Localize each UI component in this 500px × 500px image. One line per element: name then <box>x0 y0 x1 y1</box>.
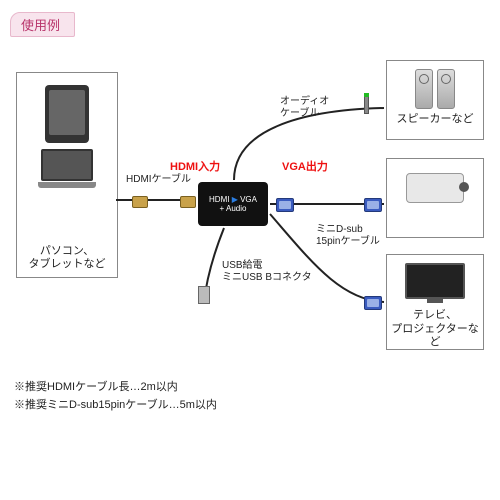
speaker-label: スピーカーなど <box>397 113 474 126</box>
audio-jack <box>364 96 369 114</box>
laptop-icon <box>38 149 96 185</box>
source-label: パソコン、 タブレットなど <box>29 245 106 271</box>
speaker-box: スピーカーなど <box>386 60 484 140</box>
hdmi-in-label: HDMI入力 <box>170 158 220 174</box>
converter-box: HDMI ▶ VGA + Audio <box>198 182 268 226</box>
vga-plug-b <box>364 198 382 212</box>
speakers-icon <box>415 69 455 109</box>
hdmi-cable-label: HDMIケーブル <box>126 174 191 186</box>
vga-plug-a <box>276 198 294 212</box>
note-1: ※推奨HDMIケーブル長…2m以内 <box>14 378 178 394</box>
hdmi-plug-left <box>132 196 148 208</box>
hdmi-plug-right <box>180 196 196 208</box>
tv-box: テレビ、 プロジェクターなど <box>386 254 484 350</box>
usage-badge: 使用例 <box>10 12 75 37</box>
note-2: ※推奨ミニD-sub15pinケーブル…5m以内 <box>14 396 217 412</box>
projector-box <box>386 158 484 238</box>
tablet-icon <box>45 85 89 143</box>
tv-icon <box>405 263 465 299</box>
projector-icon <box>406 173 464 203</box>
audio-cable-label: オーディオ ケーブル <box>280 96 329 120</box>
vga-plug-c <box>364 296 382 310</box>
converter-line1: HDMI ▶ VGA <box>209 195 257 204</box>
tv-label: テレビ、 プロジェクターなど <box>387 309 483 349</box>
converter-line2: + Audio <box>220 204 247 213</box>
source-devices-box: パソコン、 タブレットなど <box>16 72 118 278</box>
usb-plug <box>198 286 210 304</box>
dsub-label: ミニD-sub 15pinケーブル <box>316 224 380 248</box>
usb-label: USB給電 ミニUSB Bコネクタ <box>222 260 312 284</box>
vga-out-label: VGA出力 <box>282 158 328 174</box>
vga-wire <box>270 204 384 302</box>
